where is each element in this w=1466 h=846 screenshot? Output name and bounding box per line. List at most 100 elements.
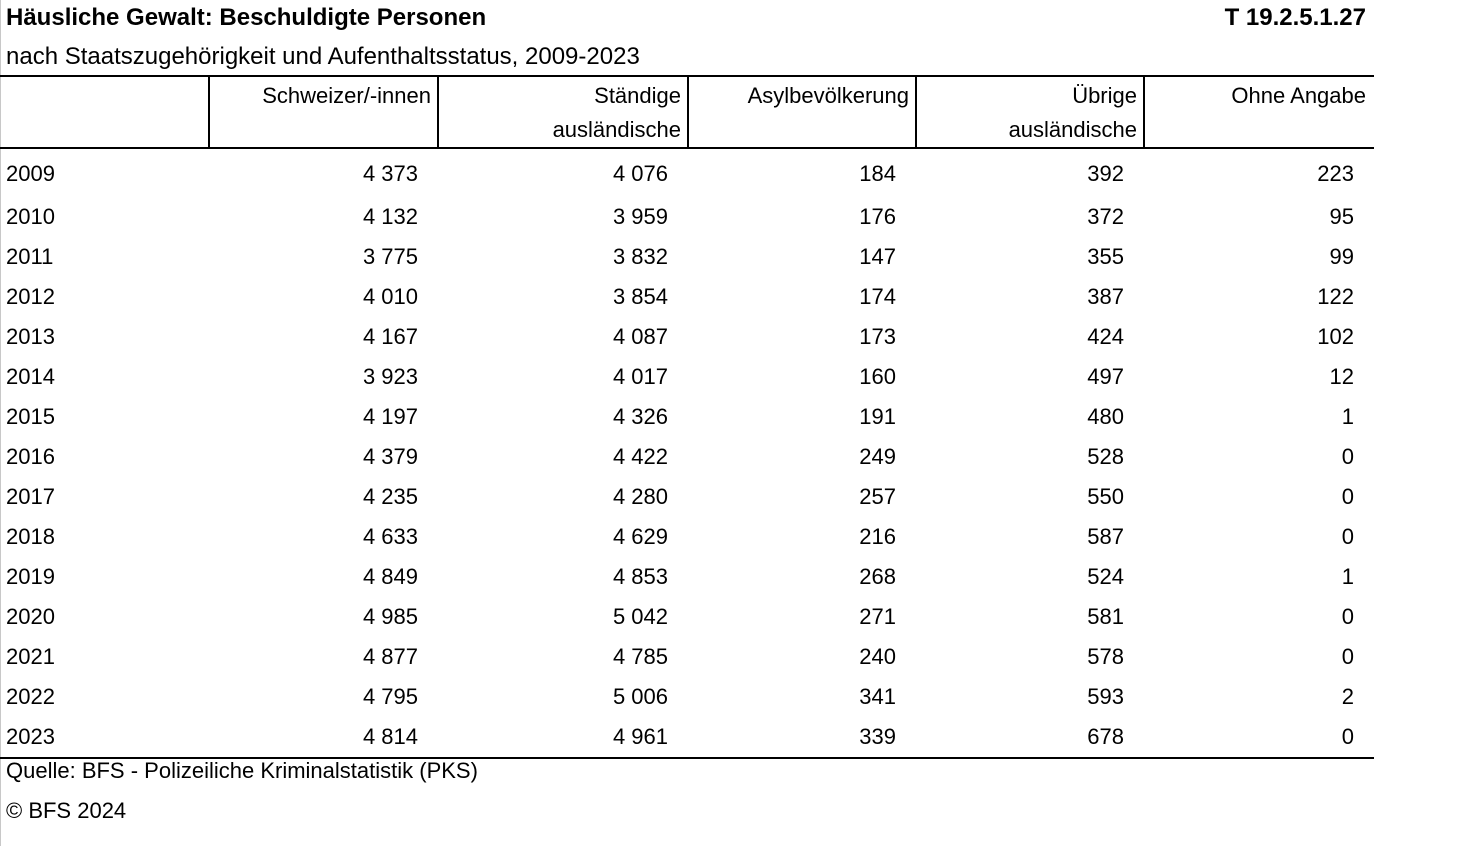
uebrige-auslaendische-cell: 593 <box>1087 684 1124 709</box>
year-cell: 2013 <box>6 324 55 349</box>
schweizer-cell: 4 985 <box>362 604 418 629</box>
table-row: 2015 4 197 4 326 191 480 1 <box>0 397 1374 437</box>
table-code: T 19.2.5.1.27 <box>1224 4 1366 31</box>
year-cell: 2015 <box>6 404 55 429</box>
asylbevoelkerung-cell: 240 <box>859 644 896 669</box>
schweizer-cell: 4 877 <box>362 644 418 669</box>
asylbevoelkerung-cell: 216 <box>859 524 896 549</box>
year-cell: 2012 <box>6 284 55 309</box>
staendige-auslaendische-cell: 4 629 <box>612 524 668 549</box>
year-cell: 2019 <box>6 564 55 589</box>
year-cell: 2009 <box>6 161 55 186</box>
uebrige-auslaendische-cell: 550 <box>1087 484 1124 509</box>
table-row: 2010 4 132 3 959 176 372 95 <box>0 197 1374 237</box>
asylbevoelkerung-cell: 249 <box>859 444 896 469</box>
table-row: 2009 4 373 4 076 184 392 223 <box>0 148 1374 197</box>
header-label: Asylbevölkerung <box>747 83 909 108</box>
schweizer-cell: 4 167 <box>362 324 418 349</box>
sheet-left-border <box>0 0 1 846</box>
asylbevoelkerung-cell: 191 <box>859 404 896 429</box>
ohne-angabe-cell: 102 <box>1317 324 1354 349</box>
header-cell-uebrige-auslaendische: Übrige ausländische <box>916 75 1145 149</box>
asylbevoelkerung-cell: 174 <box>859 284 896 309</box>
staendige-auslaendische-cell: 4 326 <box>612 404 668 429</box>
staendige-auslaendische-cell: 5 006 <box>612 684 668 709</box>
table-row: 2013 4 167 4 087 173 424 102 <box>0 317 1374 357</box>
asylbevoelkerung-cell: 184 <box>859 161 896 186</box>
copyright-note: © BFS 2024 <box>6 798 127 823</box>
schweizer-cell: 4 849 <box>362 564 418 589</box>
ohne-angabe-cell: 99 <box>1329 244 1354 269</box>
asylbevoelkerung-cell: 271 <box>859 604 896 629</box>
header-label: ausländische <box>1008 117 1137 142</box>
header-cell-asylbevoelkerung: Asylbevölkerung <box>688 75 917 149</box>
ohne-angabe-cell: 0 <box>1341 604 1354 629</box>
staendige-auslaendische-cell: 4 853 <box>612 564 668 589</box>
staendige-auslaendische-cell: 4 017 <box>612 364 668 389</box>
schweizer-cell: 4 235 <box>362 484 418 509</box>
table-body: 2009 4 373 4 076 184 392 223 2010 4 132 3 959 176… <box>0 148 1374 759</box>
ohne-angabe-cell: 95 <box>1329 204 1354 229</box>
year-cell: 2022 <box>6 684 55 709</box>
uebrige-auslaendische-cell: 528 <box>1087 444 1124 469</box>
uebrige-auslaendische-cell: 497 <box>1087 364 1124 389</box>
staendige-auslaendische-cell: 3 832 <box>612 244 668 269</box>
uebrige-auslaendische-cell: 578 <box>1087 644 1124 669</box>
header-cell-staendige-auslaendische: Ständige ausländische <box>438 75 689 149</box>
staendige-auslaendische-cell: 4 422 <box>612 444 668 469</box>
table-subtitle: nach Staatszugehörigkeit und Aufenthalts… <box>6 43 640 70</box>
table-row: 2020 4 985 5 042 271 581 0 <box>0 597 1374 637</box>
uebrige-auslaendische-cell: 524 <box>1087 564 1124 589</box>
ohne-angabe-cell: 0 <box>1144 717 1374 759</box>
schweizer-cell: 4 010 <box>362 284 418 309</box>
table-row: 2019 4 849 4 853 268 524 1 <box>0 557 1374 597</box>
header-label: Ohne Angabe <box>1231 83 1366 108</box>
staendige-auslaendische-cell: 4 280 <box>612 484 668 509</box>
header-label: Schweizer/-innen <box>262 83 431 108</box>
staendige-auslaendische-cell: 5 042 <box>612 604 668 629</box>
schweizer-cell: 4 197 <box>362 404 418 429</box>
table-row: 2022 4 795 5 006 341 593 2 <box>0 677 1374 717</box>
staendige-auslaendische-cell: 4 076 <box>612 161 668 186</box>
source-note: Quelle: BFS - Polizeiliche Kriminalstati… <box>6 758 478 783</box>
header-cell-year <box>0 75 210 149</box>
uebrige-auslaendische-cell: 372 <box>1087 204 1124 229</box>
asylbevoelkerung-cell: 176 <box>859 204 896 229</box>
ohne-angabe-cell: 1 <box>1341 564 1354 589</box>
staendige-auslaendische-cell: 4 087 <box>612 324 668 349</box>
year-cell: 2017 <box>6 484 55 509</box>
table-row: 2012 4 010 3 854 174 387 122 <box>0 277 1374 317</box>
year-cell: 2011 <box>6 244 54 269</box>
ohne-angabe-cell: 1 <box>1341 404 1354 429</box>
asylbevoelkerung-cell: 160 <box>859 364 896 389</box>
staendige-auslaendische-cell: 4 961 <box>438 717 688 759</box>
asylbevoelkerung-cell: 341 <box>859 684 896 709</box>
data-table: Schweizer/-innen Ständige ausländische A… <box>0 75 1374 759</box>
uebrige-auslaendische-cell: 678 <box>916 717 1144 759</box>
asylbevoelkerung-cell: 268 <box>859 564 896 589</box>
year-cell: 2018 <box>6 524 55 549</box>
asylbevoelkerung-cell: 257 <box>859 484 896 509</box>
schweizer-cell: 4 633 <box>362 524 418 549</box>
header-label: Übrige <box>1072 83 1137 108</box>
table-row: 2011 3 775 3 832 147 355 99 <box>0 237 1374 277</box>
header-cell-ohne-angabe: Ohne Angabe <box>1144 75 1374 149</box>
uebrige-auslaendische-cell: 355 <box>1087 244 1124 269</box>
ohne-angabe-cell: 0 <box>1341 444 1354 469</box>
table-row: 2023 4 814 4 961 339 678 0 <box>0 717 1374 759</box>
year-cell: 2023 <box>0 717 209 759</box>
schweizer-cell: 4 814 <box>209 717 438 759</box>
year-cell: 2016 <box>6 444 55 469</box>
header-label: ausländische <box>552 117 681 142</box>
table-header: Schweizer/-innen Ständige ausländische A… <box>0 75 1374 149</box>
header-row: Schweizer/-innen Ständige ausländische A… <box>0 75 1374 149</box>
uebrige-auslaendische-cell: 387 <box>1087 284 1124 309</box>
table-row: 2016 4 379 4 422 249 528 0 <box>0 437 1374 477</box>
year-cell: 2014 <box>6 364 55 389</box>
header-label: Ständige <box>594 83 681 108</box>
staendige-auslaendische-cell: 3 854 <box>612 284 668 309</box>
table-row: 2017 4 235 4 280 257 550 0 <box>0 477 1374 517</box>
header-cell-schweizer: Schweizer/-innen <box>209 75 439 149</box>
ohne-angabe-cell: 0 <box>1341 484 1354 509</box>
ohne-angabe-cell: 12 <box>1329 364 1354 389</box>
